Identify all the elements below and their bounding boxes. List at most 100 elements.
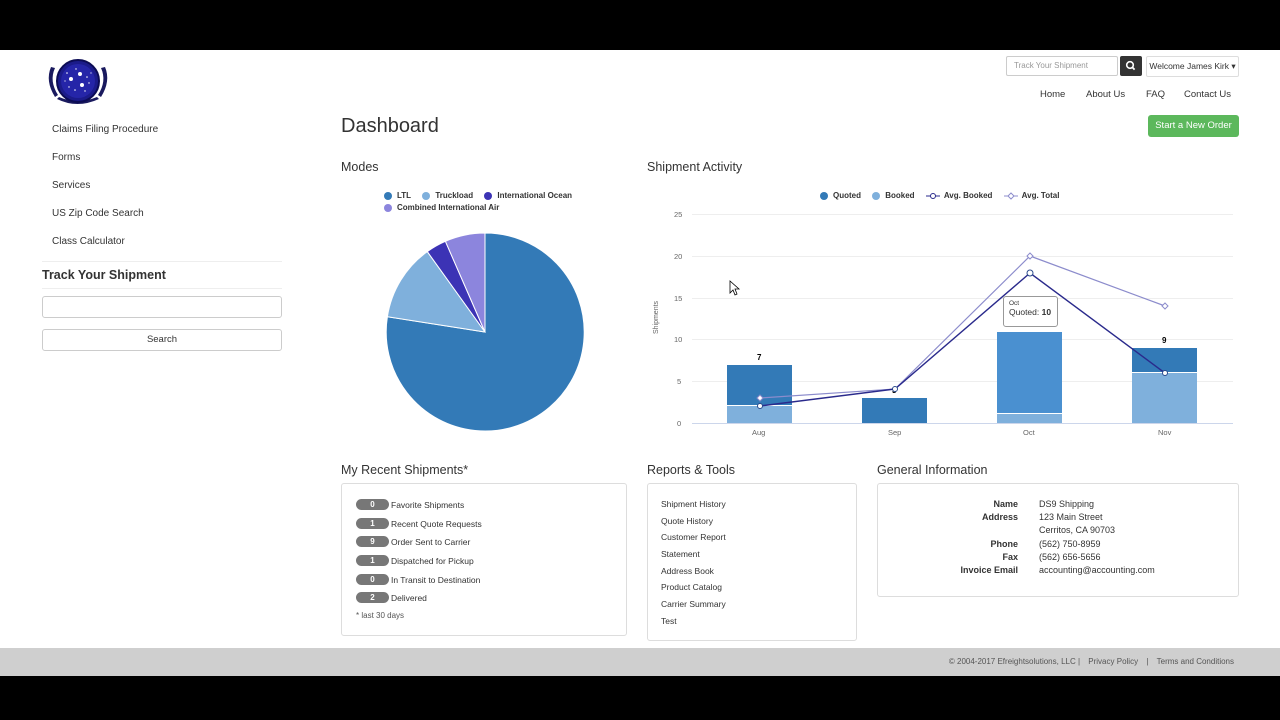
legend-item-truckload[interactable]: Truckload: [422, 191, 473, 200]
legend-dot-icon: [484, 191, 493, 200]
page-title: Dashboard: [341, 115, 439, 137]
sidebar-track-input[interactable]: [42, 296, 282, 318]
report-link-test[interactable]: Test: [661, 616, 677, 626]
y-tick: 5: [677, 377, 682, 386]
y-tick: 20: [674, 252, 683, 261]
legend-dot-icon: [820, 191, 828, 200]
user-menu-dropdown[interactable]: Welcome James Kirk ▾: [1146, 56, 1239, 77]
legend-dot-icon: [422, 191, 431, 200]
recent-item-sent-to-carrier[interactable]: 9 Order Sent to Carrier: [356, 536, 470, 547]
recent-item-favorites[interactable]: 0 Favorite Shipments: [356, 499, 464, 510]
count-badge: 0: [356, 499, 389, 510]
gridline: [692, 339, 1233, 340]
recent-item-dispatched[interactable]: 1 Dispatched for Pickup: [356, 555, 474, 566]
recent-shipments-title: My Recent Shipments*: [341, 463, 469, 477]
report-link-quote-history[interactable]: Quote History: [661, 516, 713, 526]
y-axis-label: Shipments: [653, 300, 661, 335]
footer-separator: |: [1146, 657, 1149, 666]
count-badge: 0: [356, 574, 389, 585]
bar-total-label: 9: [1162, 336, 1167, 345]
legend-dot-icon: [384, 191, 392, 200]
modes-title: Modes: [341, 160, 379, 174]
y-tick: 10: [674, 335, 683, 344]
gridline: [692, 214, 1233, 215]
legend-item-intl-air[interactable]: Combined International Air: [384, 203, 499, 212]
bar-quoted-nov[interactable]: [1132, 348, 1197, 373]
nav-faq[interactable]: FAQ: [1146, 89, 1166, 100]
bar-booked-aug[interactable]: [727, 406, 792, 423]
sidebar-link-claims[interactable]: Claims Filing Procedure: [52, 124, 159, 135]
legend-dot-icon: [384, 203, 392, 212]
bar-total-label: 7: [757, 353, 762, 362]
count-badge: 9: [356, 536, 389, 547]
reports-tools-title: Reports & Tools: [647, 463, 736, 477]
privacy-policy-link[interactable]: Privacy Policy: [1088, 657, 1139, 666]
divider: [42, 288, 282, 289]
activity-legend: Quoted Booked Avg. Booked Avg. Total: [820, 191, 1068, 202]
header-track-input[interactable]: Track Your Shipment: [1006, 56, 1118, 76]
gridline: [692, 298, 1233, 299]
legend-item-avg-total[interactable]: Avg. Total: [1003, 191, 1059, 200]
x-tick: Nov: [1158, 428, 1172, 437]
pie-slice-intl-air[interactable]: [444, 232, 486, 333]
y-tick: 15: [674, 294, 683, 303]
recent-shipments-panel: 0 Favorite Shipments 1 Recent Quote Reques…: [341, 483, 627, 636]
tooltip-title: Oct: [1009, 300, 1020, 307]
x-axis-line: [692, 423, 1233, 424]
shipment-activity-title: Shipment Activity: [647, 160, 743, 174]
footer: © 2004-2017 Efreightsolutions, LLC | Pri…: [0, 648, 1280, 676]
start-new-order-button[interactable]: Start a New Order: [1148, 115, 1239, 137]
sidebar-link-services[interactable]: Services: [52, 180, 91, 191]
recent-item-in-transit[interactable]: 0 In Transit to Destination: [356, 574, 480, 585]
bar-quoted-oct[interactable]: [997, 332, 1062, 414]
recent-item-quote-requests[interactable]: 1 Recent Quote Requests: [356, 518, 482, 529]
bar-quoted-aug[interactable]: [727, 365, 792, 406]
report-link-customer-report[interactable]: Customer Report: [661, 532, 726, 542]
report-link-shipment-history[interactable]: Shipment History: [661, 499, 726, 509]
header-search-button[interactable]: [1120, 56, 1142, 76]
x-tick: Aug: [752, 428, 766, 437]
modes-pie-chart[interactable]: [385, 232, 585, 432]
y-tick: 25: [674, 210, 683, 219]
report-link-product-catalog[interactable]: Product Catalog: [661, 582, 722, 592]
x-tick: Sep: [888, 428, 902, 437]
nav-about-us[interactable]: About Us: [1086, 89, 1126, 100]
divider: [42, 261, 282, 262]
nav-contact-us[interactable]: Contact Us: [1184, 89, 1231, 100]
pie-slice-truckload[interactable]: [386, 250, 487, 333]
terms-link[interactable]: Terms and Conditions: [1156, 657, 1234, 666]
company-logo[interactable]: [45, 57, 111, 107]
count-badge: 1: [356, 518, 389, 529]
report-link-carrier-summary[interactable]: Carrier Summary: [661, 599, 726, 609]
reports-tools-panel: Shipment History Quote History Customer …: [647, 483, 857, 641]
bar-booked-nov[interactable]: [1132, 373, 1197, 423]
bar-booked-oct[interactable]: [997, 414, 1062, 423]
recent-item-delivered[interactable]: 2 Delivered: [356, 592, 427, 603]
report-link-address-book[interactable]: Address Book: [661, 566, 714, 576]
y-tick: 0: [677, 419, 682, 428]
gridline: [692, 256, 1233, 257]
sidebar-link-zip-search[interactable]: US Zip Code Search: [52, 208, 144, 219]
legend-item-quoted[interactable]: Quoted: [820, 191, 861, 200]
report-link-statement[interactable]: Statement: [661, 549, 700, 559]
legend-item-booked[interactable]: Booked: [872, 191, 915, 200]
bar-quoted-sep[interactable]: [862, 398, 927, 423]
bar-total-label: 3: [892, 386, 897, 395]
track-shipment-title: Track Your Shipment: [42, 268, 166, 282]
general-info-title: General Information: [877, 463, 988, 477]
count-badge: 2: [356, 592, 389, 603]
legend-dot-icon: [872, 191, 881, 200]
recent-footnote: * last 30 days: [356, 611, 405, 620]
sidebar-link-class-calculator[interactable]: Class Calculator: [52, 236, 125, 247]
modes-legend-row2: Combined International Air: [384, 203, 508, 214]
legend-item-ltl[interactable]: LTL: [384, 191, 411, 200]
sidebar-search-button[interactable]: Search: [42, 329, 282, 351]
legend-item-intl-ocean[interactable]: International Ocean: [484, 191, 572, 200]
sidebar-link-forms[interactable]: Forms: [52, 152, 81, 163]
search-icon: [1125, 60, 1136, 71]
emblem-icon: [48, 59, 108, 104]
nav-home[interactable]: Home: [1040, 89, 1066, 100]
line-marker-icon: [925, 192, 940, 199]
legend-item-avg-booked[interactable]: Avg. Booked: [925, 191, 992, 200]
modes-legend: LTL Truckload International Ocean: [384, 191, 581, 202]
